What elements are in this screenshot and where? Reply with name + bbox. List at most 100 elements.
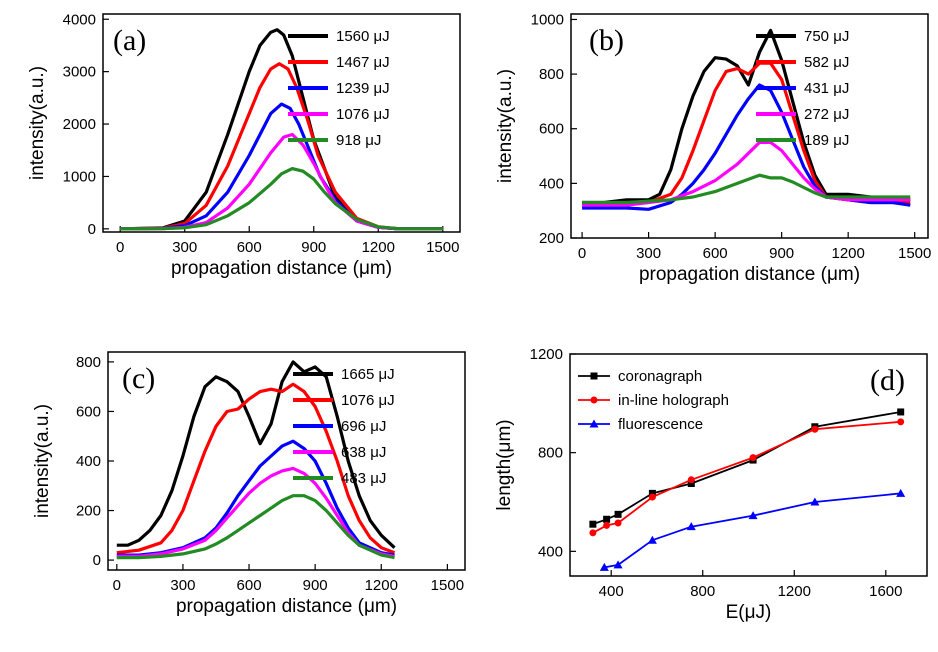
legend: 750 μJ 582 μJ 431 μJ 272 μJ 189 μJ	[756, 28, 849, 149]
legend-label-483-j: 483 μJ	[341, 470, 386, 487]
x-tick-label: 800	[690, 583, 715, 600]
y-tick-label: 600	[539, 121, 564, 138]
legend-label-1239-j: 1239 μJ	[336, 80, 390, 97]
y-tick-label: 200	[539, 230, 564, 247]
x-tick-label: 1200	[778, 583, 811, 600]
data-point-coronagraph	[603, 515, 611, 523]
y-tick-label: 600	[76, 403, 101, 420]
series-line-638-j	[116, 466, 395, 558]
x-tick-label: 0	[578, 245, 586, 262]
legend-label-918-j: 918 μJ	[336, 132, 381, 149]
x-tick-label: 400	[599, 583, 624, 600]
legend-label-1467-j: 1467 μJ	[336, 54, 390, 71]
x-axis-label: E(μJ)	[726, 602, 772, 623]
legend-label-in-line-holograph: in-line holograph	[618, 392, 729, 409]
data-point-coronagraph	[614, 510, 622, 518]
legend-label-1076-j: 1076 μJ	[336, 106, 390, 123]
x-tick-label: 0	[113, 577, 121, 594]
data-point-in-line-holograph	[614, 519, 622, 527]
legend-label-1076-j: 1076 μJ	[341, 392, 395, 409]
legend-label-582-j: 582 μJ	[804, 54, 849, 71]
panel-letter: (c)	[122, 362, 155, 395]
x-axis-label: propagation distance (μm)	[176, 596, 397, 617]
data-point-coronagraph	[687, 480, 695, 487]
data-point-coronagraph	[589, 520, 597, 528]
series-line-1076-j	[120, 132, 443, 231]
panel-d: 400 800 1200 1600 400 800 1200 E(μJ) length(μm) (…	[494, 346, 928, 623]
y-tick-label: 400	[538, 543, 563, 560]
x-tick-label: 900	[769, 245, 794, 262]
x-tick-label: 600	[237, 239, 262, 256]
legend-label-fluorescence: fluorescence	[618, 416, 703, 433]
legend-label-1665-j: 1665 μJ	[341, 366, 395, 383]
data-point-in-line-holograph	[897, 418, 905, 426]
y-tick-label: 400	[76, 453, 101, 470]
x-tick-label: 1200	[362, 239, 395, 256]
legend-label-431-j: 431 μJ	[804, 80, 849, 97]
legend-marker	[590, 396, 598, 404]
data-point-fluorescence	[647, 535, 657, 544]
y-tick-label: 0	[93, 552, 101, 569]
panel-b: 0 300 600 900 1200 1500 200 400 600 800 1000 propag…	[495, 11, 931, 285]
data-point-in-line-holograph	[589, 529, 597, 537]
panel-c: 0 300 600 900 1200 1500 0 200 400 600 800 propagati…	[32, 351, 466, 617]
legend-marker	[590, 372, 598, 380]
y-tick-label: 3000	[63, 64, 96, 81]
data-point-fluorescence	[599, 562, 609, 571]
data-point-coronagraph	[897, 408, 905, 416]
data-point-fluorescence	[748, 511, 758, 520]
panel-a: 0 300 600 900 1200 1500 0 1000 2000 3000 4000 propa…	[27, 11, 461, 279]
x-tick-label: 600	[703, 245, 728, 262]
series-line-483-j	[116, 494, 395, 560]
x-tick-label: 1500	[426, 239, 459, 256]
x-tick-label: 1200	[831, 245, 864, 262]
legend: 1665 μJ 1076 μJ 696 μJ 638 μJ 483 μJ	[293, 366, 395, 487]
x-tick-label: 1500	[898, 245, 931, 262]
y-tick-label: 200	[76, 503, 101, 520]
x-tick-label: 900	[301, 239, 326, 256]
series-line-1467-j	[120, 62, 443, 231]
y-tick-label: 800	[76, 354, 101, 371]
series-line-1239-j	[120, 102, 443, 231]
plot-frame	[570, 13, 929, 239]
series-line-431-j	[582, 83, 911, 211]
x-axis-label: propagation distance (μm)	[639, 264, 860, 285]
y-tick-label: 4000	[63, 11, 96, 28]
data-point-in-line-holograph	[811, 425, 819, 433]
panel-letter: (b)	[589, 24, 624, 57]
legend-label-coronagraph: coronagraph	[618, 368, 702, 385]
x-tick-label: 0	[116, 239, 124, 256]
x-tick-label: 300	[172, 239, 197, 256]
series-line-fluorescence	[604, 492, 901, 569]
y-tick-label: 2000	[63, 116, 96, 133]
series-line-189-j	[582, 173, 911, 205]
legend-label-189-j: 189 μJ	[804, 132, 849, 149]
plot-frame	[102, 13, 461, 233]
series-line-1560-j	[120, 28, 443, 231]
y-tick-label: 1000	[531, 11, 564, 28]
legend: coronagraph in-line holograph fluorescence	[578, 368, 729, 433]
x-tick-label: 1200	[365, 577, 398, 594]
legend-label-696-j: 696 μJ	[341, 418, 386, 435]
y-tick-label: 800	[539, 66, 564, 83]
y-axis-label: intensity(a.u.)	[32, 404, 53, 518]
data-point-in-line-holograph	[687, 476, 695, 484]
y-axis-label: intensity(a.u.)	[27, 66, 48, 180]
y-tick-label: 1200	[530, 346, 563, 363]
data-point-in-line-holograph	[648, 493, 656, 501]
data-point-coronagraph	[648, 489, 656, 497]
series-line-750-j	[582, 28, 911, 205]
panel-letter: (a)	[113, 24, 146, 57]
y-tick-label: 400	[539, 175, 564, 192]
data-point-in-line-holograph	[749, 454, 757, 462]
series-line-1076-j	[116, 382, 396, 555]
series-line-582-j	[582, 61, 911, 207]
y-tick-label: 0	[88, 221, 96, 238]
x-tick-label: 900	[303, 577, 328, 594]
data-point-in-line-holograph	[603, 521, 611, 529]
x-tick-label: 300	[636, 245, 661, 262]
series-line-918-j	[120, 167, 443, 231]
series-line-1665-j	[116, 360, 396, 549]
y-axis-label: length(μm)	[494, 419, 515, 510]
